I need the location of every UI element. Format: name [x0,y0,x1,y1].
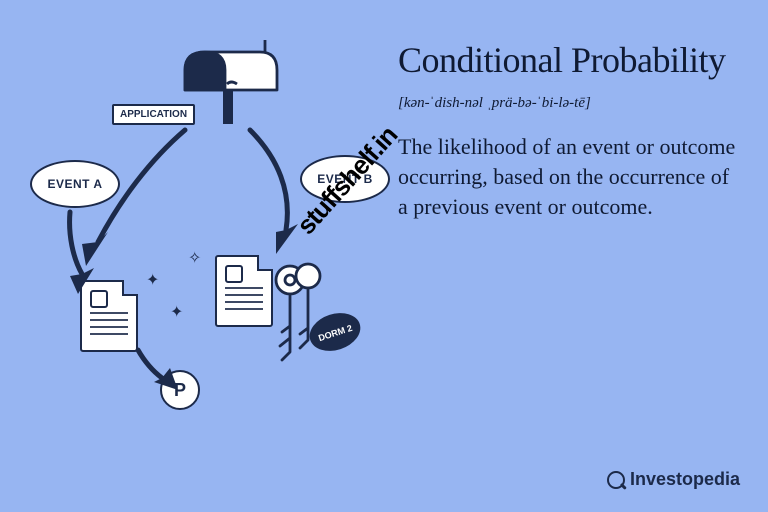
sparkle-icon: ✦ [146,270,159,290]
definition-text: The likelihood of an event or outcome oc… [398,132,738,221]
sparkle-icon: ✧ [188,248,201,268]
doc-fold-icon [122,280,138,296]
event-b-bubble: EVENT B [300,155,390,203]
application-label: APPLICATION [112,104,195,125]
p-badge: P [160,370,200,410]
brand-logo: Investopedia [607,469,740,490]
sparkle-icon: ✦ [170,302,183,322]
infographic-canvas: APPLICATION EVENT A EVENT B ✦ ✦ ✧ ✦ P [0,0,768,512]
application-label-text: APPLICATION [120,109,187,120]
document-a-icon [80,280,138,352]
pronunciation-text: [kən-ˈdish-nəl ˌprä-bə-ˈbi-lə-tē] [398,95,738,112]
illustration-region: APPLICATION EVENT A EVENT B ✦ ✦ ✧ ✦ P [20,30,400,430]
event-a-bubble: EVENT A [30,160,120,208]
magnifier-icon [607,471,625,489]
event-b-text: EVENT B [317,172,373,186]
p-badge-text: P [174,380,186,401]
definition-block: Conditional Probability [kən-ˈdish-nəl ˌ… [398,40,738,221]
keys-icon: DORM 2 [260,260,370,390]
page-title: Conditional Probability [398,40,738,81]
brand-name: Investopedia [630,469,740,490]
event-a-text: EVENT A [47,177,102,191]
